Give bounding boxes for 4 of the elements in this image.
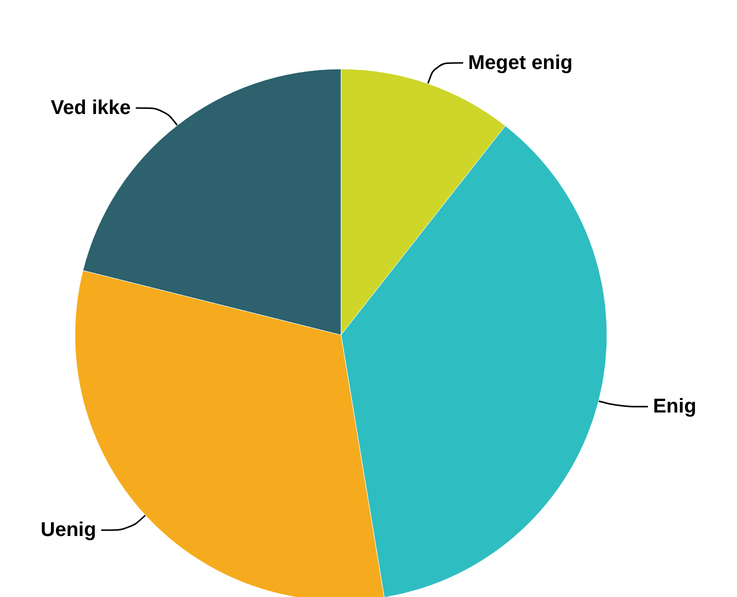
slice-label: Ved ikke bbox=[50, 96, 131, 119]
slice-label: Uenig bbox=[40, 519, 96, 542]
slice-label: Enig bbox=[652, 396, 696, 418]
slice-label: Meget enig bbox=[468, 52, 573, 74]
